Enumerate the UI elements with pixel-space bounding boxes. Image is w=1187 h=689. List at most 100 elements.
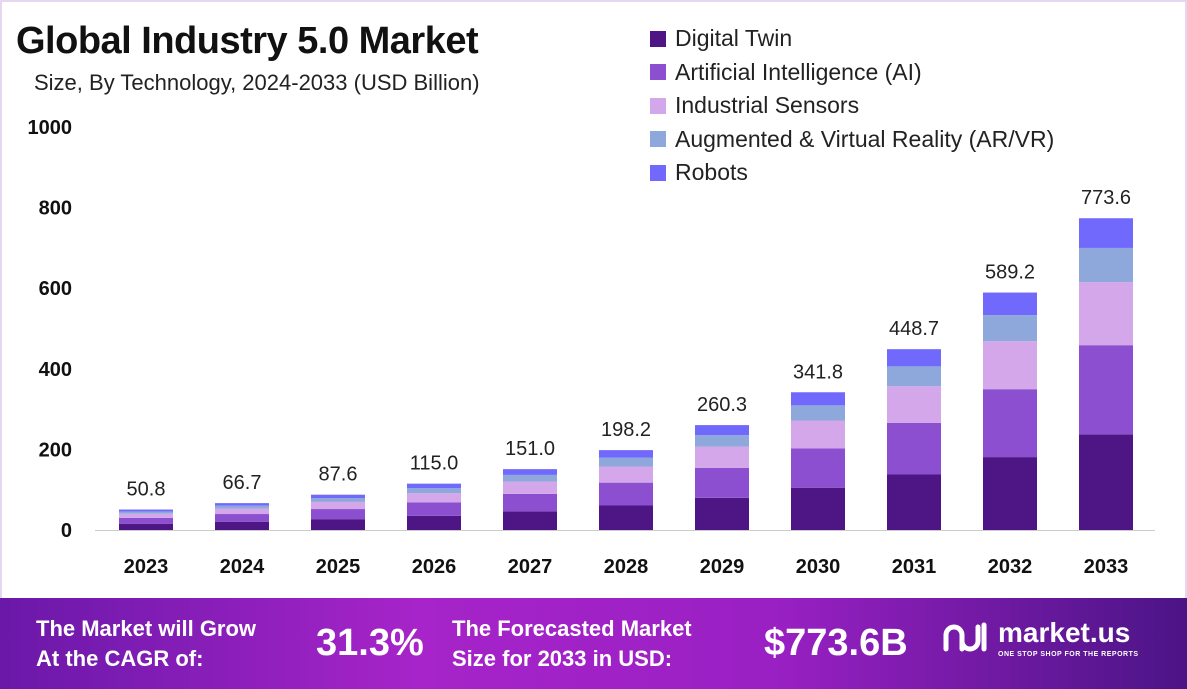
total-label: 198.2 [601, 419, 651, 441]
legend-label: Artificial Intelligence (AI) [675, 58, 922, 85]
legend-item: Digital Twin [650, 22, 1054, 56]
legend-swatch [650, 64, 666, 81]
chart-subtitle: Size, By Technology, 2024-2033 (USD Bill… [34, 70, 480, 95]
bar-segment-augmented-virtual-reality-ar-vr- [599, 457, 653, 467]
bar-segment-industrial-sensors [695, 446, 749, 468]
bar-segment-robots [983, 292, 1037, 316]
bar-segment-digital-twin [1079, 434, 1133, 530]
brand-name: market.us [998, 617, 1131, 648]
bar-segment-artificial-intelligence-ai- [119, 517, 173, 524]
total-label: 50.8 [127, 479, 166, 501]
bar-segment-robots [599, 450, 653, 458]
bar-segment-digital-twin [503, 511, 557, 530]
x-tick-label: 2024 [220, 556, 265, 578]
bar-segment-robots [119, 509, 173, 512]
bar-segment-augmented-virtual-reality-ar-vr- [695, 435, 749, 447]
bar-segment-artificial-intelligence-ai- [887, 422, 941, 475]
bar-segment-industrial-sensors [407, 493, 461, 503]
bar-segment-digital-twin [983, 457, 1037, 530]
brand-logo: market.us ONE STOP SHOP FOR THE REPORTS [940, 618, 1139, 659]
bar-segment-robots [695, 425, 749, 436]
bar-segment-industrial-sensors [503, 481, 557, 494]
total-label: 773.6 [1081, 187, 1131, 209]
bar-segment-industrial-sensors [983, 341, 1037, 390]
bar-segment-robots [503, 469, 557, 475]
bar-segment-industrial-sensors [887, 386, 941, 423]
bar-segment-digital-twin [695, 497, 749, 530]
bar-segment-industrial-sensors [791, 420, 845, 449]
x-tick-label: 2027 [508, 556, 553, 578]
legend-item: Industrial Sensors [650, 89, 1054, 123]
legend-label: Industrial Sensors [675, 92, 860, 119]
total-label: 589.2 [985, 262, 1035, 284]
forecast-label-line2: Size for 2033 in USD: [452, 646, 673, 671]
bar-segment-artificial-intelligence-ai- [311, 509, 365, 520]
y-tick-label: 800 [39, 198, 72, 220]
legend-item: Artificial Intelligence (AI) [650, 56, 1054, 90]
total-label: 260.3 [697, 394, 747, 416]
chart-title: Global Industry 5.0 Market [16, 20, 479, 62]
total-label: 341.8 [793, 361, 843, 383]
x-tick-label: 2029 [700, 556, 745, 578]
legend-swatch [650, 131, 666, 148]
forecast-label: The Forecasted Market Size for 2033 in US… [452, 614, 692, 674]
legend-swatch [650, 30, 666, 47]
bar-segment-artificial-intelligence-ai- [791, 448, 845, 488]
legend-item: Robots [650, 156, 1054, 190]
bar-segment-robots [311, 494, 365, 499]
bar-segment-artificial-intelligence-ai- [599, 482, 653, 506]
bar-segment-digital-twin [311, 519, 365, 530]
legend-item: Augmented & Virtual Reality (AR/VR) [650, 123, 1054, 157]
bar-segment-artificial-intelligence-ai- [503, 493, 557, 512]
bar-segment-robots [791, 392, 845, 406]
brand-tagline: ONE STOP SHOP FOR THE REPORTS [998, 651, 1139, 658]
bar-segment-industrial-sensors [215, 508, 269, 515]
bar-segment-digital-twin [599, 505, 653, 530]
bar-segment-digital-twin [119, 523, 173, 530]
bar-segment-artificial-intelligence-ai- [983, 389, 1037, 458]
bar-segment-robots [215, 503, 269, 506]
legend-swatch [650, 97, 666, 114]
bar-segment-artificial-intelligence-ai- [695, 467, 749, 498]
bar-segment-digital-twin [887, 474, 941, 530]
bar-segment-robots [887, 349, 941, 367]
bar-segment-artificial-intelligence-ai- [407, 502, 461, 516]
bar-segment-digital-twin [215, 521, 269, 530]
bar-segment-industrial-sensors [119, 513, 173, 518]
legend-label: Robots [675, 159, 748, 186]
bar-segment-augmented-virtual-reality-ar-vr- [311, 498, 365, 502]
total-label: 87.6 [319, 464, 358, 486]
bar-chart: 0 200 400 600 800 1000 50.8 2023 66.7 2024 87.6 202… [28, 117, 1155, 578]
bar-segment-augmented-virtual-reality-ar-vr- [407, 488, 461, 494]
total-label: 115.0 [410, 453, 459, 475]
cagr-label-line1: The Market will Grow [36, 616, 257, 641]
bar-segment-digital-twin [791, 487, 845, 530]
bar-segment-augmented-virtual-reality-ar-vr- [119, 511, 173, 514]
cagr-label-line2: At the CAGR of: [36, 646, 204, 671]
x-tick-label: 2028 [604, 556, 649, 578]
y-tick-label: 600 [39, 278, 72, 300]
legend-label: Augmented & Virtual Reality (AR/VR) [675, 125, 1055, 152]
x-tick-label: 2026 [412, 556, 457, 578]
legend-swatch [650, 164, 666, 181]
bar-segment-industrial-sensors [1079, 282, 1133, 346]
market-us-logo-icon [943, 622, 987, 651]
x-tick-label: 2033 [1084, 556, 1129, 578]
y-tick-label: 400 [39, 359, 72, 381]
bar-segment-augmented-virtual-reality-ar-vr- [1079, 247, 1133, 283]
x-tick-label: 2023 [124, 556, 169, 578]
chart-frame [0, 0, 1187, 600]
forecast-value: $773.6B [764, 622, 908, 664]
y-tick-label: 1000 [28, 117, 73, 139]
x-tick-label: 2032 [988, 556, 1033, 578]
cagr-value: 31.3% [316, 622, 424, 664]
x-tick-label: 2030 [796, 556, 841, 578]
legend-label: Digital Twin [675, 25, 793, 52]
total-label: 151.0 [505, 438, 555, 460]
brand-text: market.us ONE STOP SHOP FOR THE REPORTS [998, 618, 1139, 659]
bar-segment-augmented-virtual-reality-ar-vr- [983, 315, 1037, 342]
total-label: 448.7 [889, 318, 939, 340]
bar-segment-industrial-sensors [599, 466, 653, 483]
bar-segment-robots [1079, 218, 1133, 248]
bar-segment-digital-twin [407, 515, 461, 530]
